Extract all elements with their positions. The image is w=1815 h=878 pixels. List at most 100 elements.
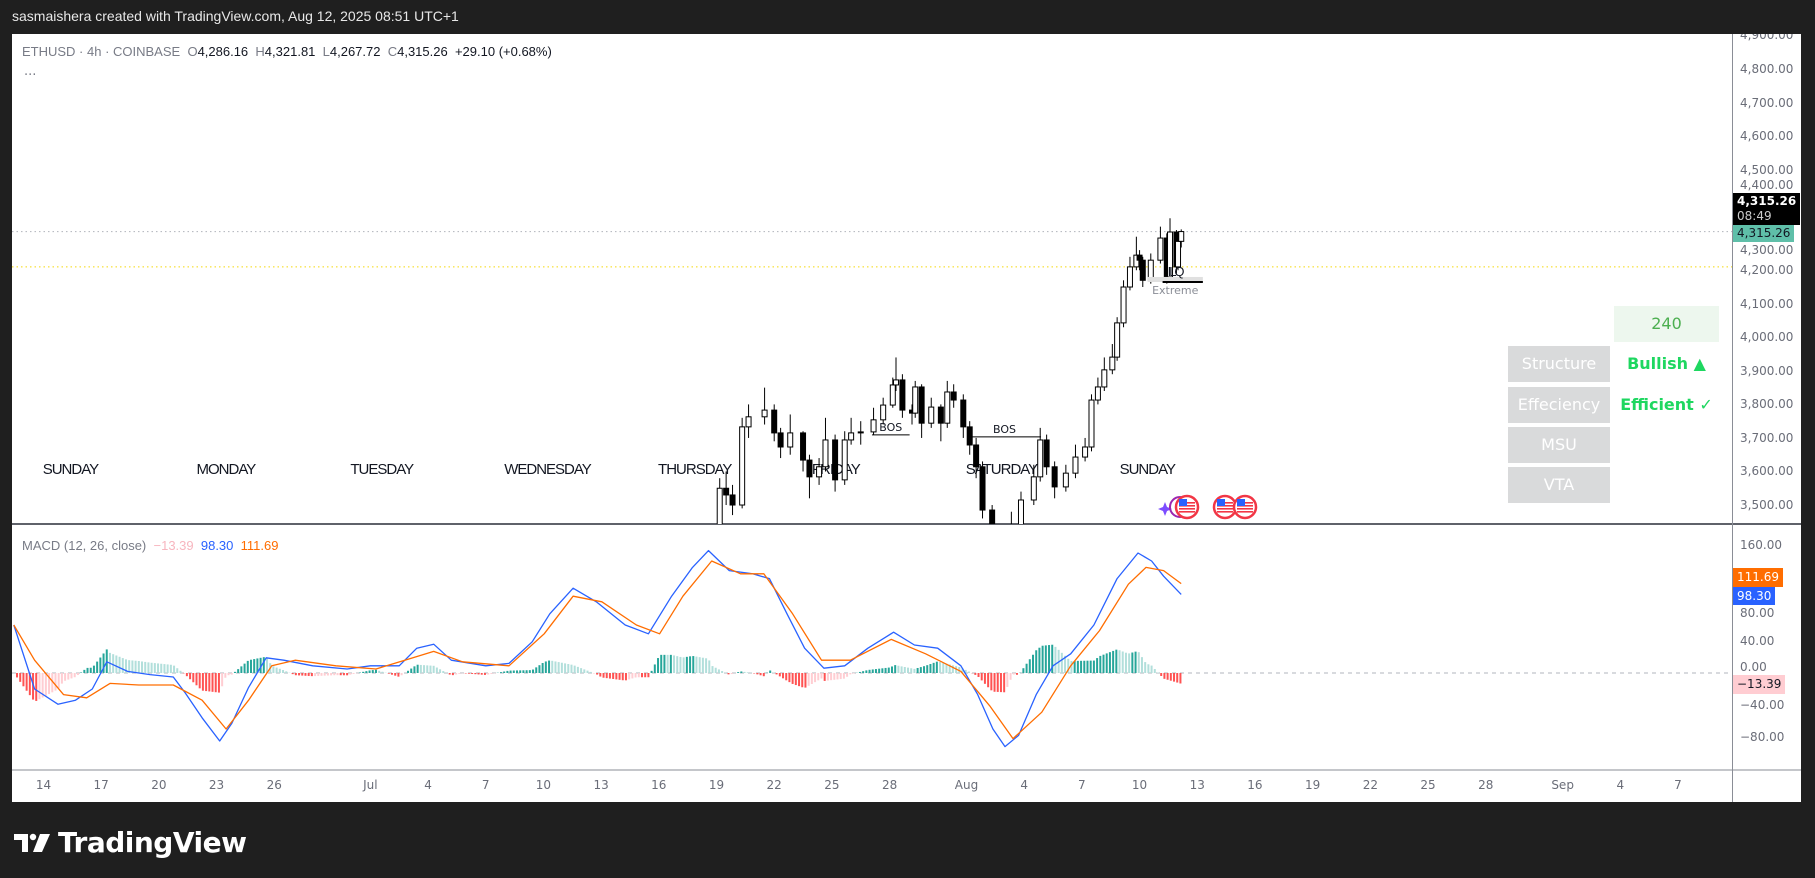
- macd-histogram-bar: [701, 657, 704, 673]
- macd-histogram-bar: [217, 673, 220, 693]
- macd-histogram-bar: [83, 669, 86, 673]
- macd-histogram-bar: [801, 673, 804, 688]
- msu-label: MSU: [1508, 427, 1610, 463]
- macd-histogram-bar: [932, 662, 935, 673]
- macd-histogram-bar: [1102, 654, 1105, 673]
- macd-histogram-bar: [673, 655, 676, 673]
- macd-histogram-bar: [1092, 660, 1095, 673]
- macd-histogram-bar: [1134, 651, 1137, 673]
- macd-histogram-bar: [858, 671, 861, 673]
- macd-histogram-bar: [275, 667, 278, 673]
- macd-histogram-bar: [1096, 658, 1099, 673]
- macd-histogram-bar: [1169, 673, 1172, 681]
- macd-histogram-bar: [89, 667, 92, 673]
- macd-histogram-bar: [817, 673, 820, 681]
- macd-histogram-bar: [1044, 645, 1047, 673]
- macd-histogram-bar: [1080, 660, 1083, 673]
- macd-title[interactable]: MACD (12, 26, close): [22, 538, 147, 553]
- candle: [745, 416, 752, 428]
- macd-histogram-bar: [759, 673, 762, 676]
- macd-histogram-bar: [189, 673, 192, 680]
- price-pane[interactable]: SUNDAYMONDAYTUESDAYWEDNESDAYTHURSDAYFRID…: [12, 218, 1732, 565]
- macd-histogram-bar: [115, 655, 118, 673]
- macd-histogram-bar: [381, 671, 384, 673]
- macd-histogram-bar: [567, 664, 570, 673]
- macd-histogram-bar: [820, 673, 823, 679]
- macd-histogram-bar: [64, 673, 67, 681]
- logo-text: TradingView: [58, 826, 247, 859]
- macd-histogram-bar: [70, 673, 73, 679]
- candle: [1062, 472, 1069, 488]
- candle: [800, 432, 807, 461]
- macd-histogram-bar: [769, 670, 772, 673]
- macd-histogram-bar: [60, 673, 63, 684]
- sparkle-icon[interactable]: [1158, 502, 1172, 516]
- macd-pane[interactable]: [12, 549, 1732, 748]
- structure-label: Structure: [1508, 346, 1610, 382]
- macd-histogram-bar: [214, 673, 217, 693]
- macd-histogram-bar: [650, 670, 653, 673]
- macd-histogram-bar: [727, 673, 730, 675]
- macd-histogram-bar: [538, 665, 541, 673]
- macd-histogram-bar: [926, 665, 929, 673]
- macd-histogram-bar: [298, 673, 301, 676]
- candle: [787, 432, 794, 448]
- chart-snapshot-title: sasmaishera created with TradingView.com…: [12, 8, 459, 24]
- macd-histogram-bar: [54, 673, 57, 691]
- macd-histogram-bar: [410, 668, 413, 673]
- macd-histogram-bar: [371, 670, 374, 673]
- candle: [966, 426, 973, 446]
- candle: [777, 432, 784, 448]
- macd-legend[interactable]: MACD (12, 26, close) −13.39 98.30 111.69: [22, 538, 278, 553]
- macd-histogram-bar: [743, 671, 746, 673]
- symbol-legend[interactable]: ETHUSD · 4h · COINBASE O4,286.16 H4,321.…: [22, 44, 552, 59]
- symbol-info[interactable]: ETHUSD · 4h · COINBASE: [22, 44, 181, 59]
- candle: [1072, 456, 1079, 474]
- macd-histogram-bar: [99, 657, 102, 673]
- more-indicators-button[interactable]: ...: [24, 64, 37, 79]
- macd-histogram-bar: [282, 669, 285, 673]
- macd-histogram-bar: [86, 667, 89, 673]
- macd-histogram-bar: [746, 672, 749, 673]
- candle: [1088, 399, 1095, 448]
- candle: [816, 466, 823, 478]
- candle: [1139, 259, 1146, 281]
- macd-histogram-bar: [1163, 673, 1166, 679]
- tradingview-logo[interactable]: TradingView: [14, 826, 247, 859]
- macd-histogram-bar: [554, 661, 557, 673]
- macd-histogram-bar: [967, 671, 970, 673]
- macd-histogram-bar: [240, 666, 243, 673]
- macd-histogram-bar: [1121, 651, 1124, 673]
- macd-histogram-bar: [192, 673, 195, 683]
- low-value: 4,267.72: [329, 44, 381, 59]
- macd-histogram-bar: [890, 666, 893, 673]
- macd-histogram-bar: [1112, 650, 1115, 673]
- macd-histogram-bar: [939, 662, 942, 673]
- bar-countdown: 08:49: [1737, 209, 1772, 223]
- macd-histogram-bar: [201, 673, 204, 691]
- macd-histogram-bar: [439, 669, 442, 673]
- macd-histogram-bar: [1089, 660, 1092, 673]
- macd-histogram-bar: [483, 673, 486, 675]
- candle: [870, 419, 877, 433]
- macd-histogram-bar: [76, 673, 79, 676]
- macd-histogram-bar: [1176, 673, 1179, 683]
- macd-histogram-bar: [1006, 673, 1009, 687]
- macd-histogram-bar: [634, 673, 637, 678]
- macd-histogram-bar: [419, 664, 422, 673]
- macd-histogram-bar: [862, 671, 865, 673]
- macd-histogram-bar: [612, 673, 615, 679]
- macd-histogram-bar: [535, 667, 538, 673]
- macd-histogram-bar: [285, 671, 288, 673]
- macd-histogram-bar: [1128, 653, 1131, 673]
- macd-histogram-bar: [624, 673, 627, 681]
- candle: [989, 509, 996, 524]
- macd-histogram-bar: [243, 663, 246, 673]
- candle: [899, 379, 906, 411]
- macd-histogram-bar: [487, 673, 490, 675]
- macd-histogram-bar: [794, 673, 797, 686]
- macd-histogram-bar: [451, 673, 454, 676]
- macd-histogram-bar: [945, 663, 948, 673]
- macd-histogram-bar: [330, 673, 333, 676]
